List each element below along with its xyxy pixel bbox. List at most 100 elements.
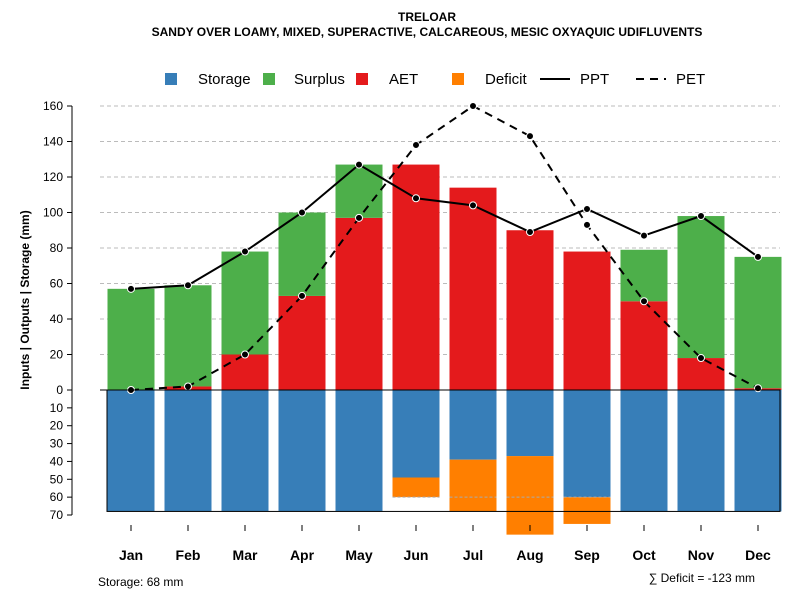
- pet-line: [130, 104, 759, 391]
- storage-bar: [620, 390, 668, 512]
- legend-label-storage: Storage: [198, 71, 251, 88]
- storage-bar: [449, 390, 497, 460]
- deficit-footnote: ∑ Deficit = -123 mm: [649, 571, 755, 585]
- y-tick-label: 20: [50, 419, 64, 433]
- pet-point: [754, 384, 762, 393]
- legend-swatch-surplus: [263, 73, 275, 85]
- y-tick-label: 40: [50, 454, 64, 468]
- surplus-bar: [221, 251, 269, 355]
- pet-point: [412, 141, 420, 150]
- ppt-point: [526, 228, 534, 237]
- pet-point: [640, 297, 648, 306]
- month-label: Sep: [574, 547, 600, 563]
- deficit-bar: [563, 497, 611, 524]
- y-axis-label: Inputs | Outputs | Storage (mm): [18, 210, 32, 389]
- grid-lines: [100, 105, 780, 355]
- legend-swatch-storage: [165, 73, 177, 85]
- ppt-point: [412, 194, 420, 203]
- ppt-point: [583, 204, 591, 213]
- month-label: Mar: [233, 547, 258, 563]
- pet-point: [241, 350, 249, 359]
- y-tick-label: 20: [50, 348, 64, 362]
- deficit-bar: [506, 456, 554, 535]
- ppt-point: [127, 284, 135, 293]
- storage-bar: [392, 390, 440, 478]
- aet-bar: [620, 301, 668, 390]
- month-label: Jan: [119, 547, 143, 563]
- ppt-point: [355, 160, 363, 169]
- ppt-point: [298, 208, 306, 217]
- month-label: May: [345, 547, 372, 563]
- y-tick-label: 10: [50, 401, 64, 415]
- ppt-line: [130, 163, 759, 290]
- surplus-bar: [164, 285, 212, 387]
- chart-legend: Storage Surplus AET Deficit PPT PET: [165, 71, 705, 88]
- y-tick-label: 80: [50, 241, 64, 255]
- storage-bar: [734, 390, 782, 512]
- aet-bar: [563, 251, 611, 390]
- pet-point: [697, 354, 705, 363]
- aet-bar: [506, 230, 554, 390]
- deficit-bar: [449, 459, 497, 512]
- axes: 0 20 40 60 80 100 120 140 160 10 20 30 40 50 60 70 Jan Fe…: [43, 99, 781, 563]
- month-label: Aug: [516, 547, 543, 563]
- chart-subtitle: SANDY OVER LOAMY, MIXED, SUPERACTIVE, CA…: [152, 25, 703, 39]
- storage-bar: [164, 390, 212, 512]
- aet-bar: [677, 358, 725, 390]
- surplus-bar: [734, 256, 782, 389]
- y-tick-label: 100: [43, 206, 63, 220]
- surplus-bar: [335, 164, 383, 218]
- aet-bar: [278, 295, 326, 390]
- storage-bar: [677, 390, 725, 512]
- y-tick-label: 140: [43, 135, 63, 149]
- surplus-bar: [107, 288, 155, 390]
- month-label: Feb: [176, 547, 201, 563]
- storage-bar: [221, 390, 269, 512]
- y-tick-label: 50: [50, 472, 64, 486]
- pet-point: [526, 132, 534, 141]
- month-label: Jun: [404, 547, 429, 563]
- legend-swatch-aet: [356, 73, 368, 85]
- storage-bar: [335, 390, 383, 512]
- legend-label-ppt: PPT: [580, 71, 609, 88]
- y-tick-label: 0: [56, 383, 63, 397]
- ppt-point: [697, 212, 705, 221]
- month-label: Nov: [688, 547, 715, 563]
- month-label: Jul: [463, 547, 483, 563]
- bars: [107, 164, 782, 535]
- deficit-bar: [392, 477, 440, 498]
- storage-footnote: Storage: 68 mm: [98, 575, 183, 589]
- surplus-bar: [677, 216, 725, 359]
- ppt-point: [184, 281, 192, 290]
- storage-bar: [506, 390, 554, 457]
- y-tick-label: 60: [50, 277, 64, 291]
- y-tick-label: 70: [50, 508, 64, 522]
- pet-point: [184, 382, 192, 391]
- month-label: Dec: [745, 547, 771, 563]
- legend-label-deficit: Deficit: [485, 71, 528, 88]
- aet-bar: [335, 217, 383, 390]
- storage-bar: [278, 390, 326, 512]
- y-tick-label: 120: [43, 170, 63, 184]
- storage-bar: [563, 390, 611, 498]
- legend-label-aet: AET: [389, 71, 418, 88]
- legend-swatch-deficit: [452, 73, 464, 85]
- pet-point: [583, 220, 591, 229]
- y-tick-label: 30: [50, 437, 64, 451]
- aet-bar: [221, 354, 269, 390]
- y-tick-label: 40: [50, 312, 64, 326]
- month-label: Oct: [632, 547, 656, 563]
- ppt-point: [754, 252, 762, 261]
- y-tick-label: 60: [50, 490, 64, 504]
- aet-bar: [449, 187, 497, 390]
- chart-title: TRELOAR: [398, 10, 456, 24]
- surplus-bar: [620, 249, 668, 302]
- pet-point: [298, 291, 306, 300]
- ppt-point: [640, 231, 648, 240]
- y-tick-label: 160: [43, 99, 63, 113]
- ppt-point: [469, 201, 477, 210]
- pet-point: [355, 213, 363, 222]
- storage-bar: [107, 390, 155, 512]
- ppt-point: [241, 247, 249, 256]
